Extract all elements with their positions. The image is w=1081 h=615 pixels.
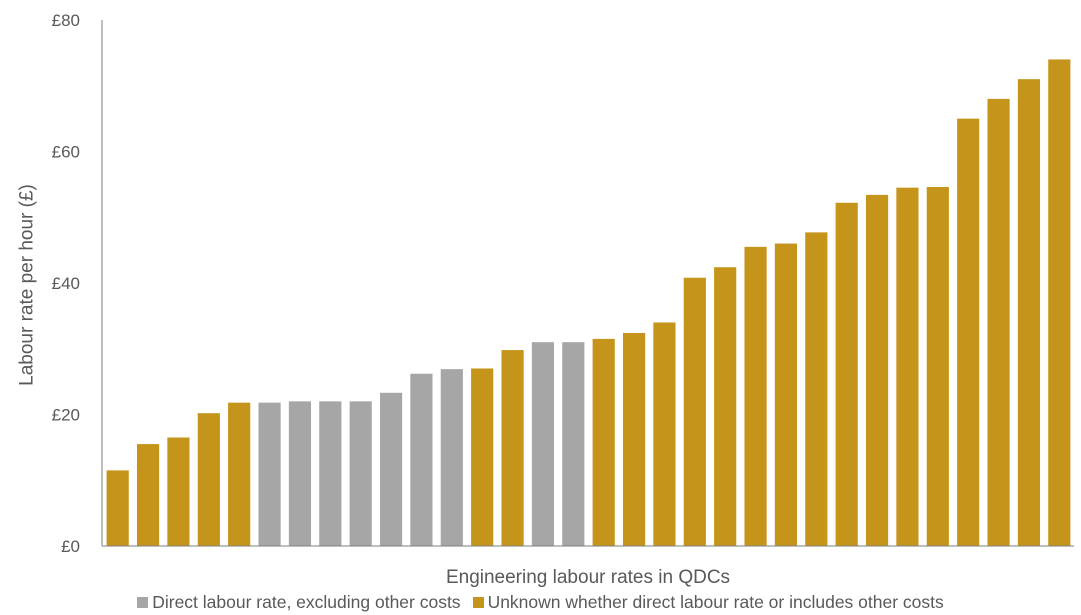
legend-item-unknown: Unknown whether direct labour rate or in…: [472, 592, 944, 613]
legend-label-direct: Direct labour rate, excluding other cost…: [152, 592, 461, 612]
bar: [288, 401, 312, 546]
y-tick-label: £40: [52, 274, 80, 293]
bar: [622, 332, 646, 546]
bar: [987, 98, 1010, 547]
bar: [379, 392, 403, 546]
bar: [410, 373, 433, 546]
bar: [957, 118, 980, 547]
bar: [714, 267, 737, 546]
bar: [562, 342, 585, 546]
y-tick-label: £0: [61, 537, 80, 556]
bar: [136, 444, 160, 546]
bar: [835, 202, 858, 546]
y-axis-title: Labour rate per hour (£): [17, 184, 38, 386]
bar: [774, 243, 798, 547]
legend-swatch-unknown: [472, 597, 484, 608]
y-tick-label: £60: [52, 143, 80, 162]
bar: [896, 187, 919, 546]
bar: [1017, 79, 1041, 547]
y-axis-ticks: £0 £20 £40 £60 £80: [52, 11, 80, 556]
bar: [653, 322, 676, 546]
bar: [319, 401, 342, 546]
bar: [805, 232, 828, 546]
bars: [106, 59, 1071, 547]
bar: [683, 277, 706, 546]
y-tick-label: £20: [52, 406, 80, 425]
bar: [258, 402, 281, 546]
bar: [228, 402, 251, 546]
x-axis-title: Engineering labour rates in QDCs: [446, 567, 730, 588]
bar: [349, 401, 372, 546]
bar: [926, 187, 949, 546]
y-tick-label: £80: [52, 11, 80, 30]
bar-chart: £0£20£40£60£80 Labour rate per hour (£) …: [17, 11, 1074, 588]
bar: [531, 342, 555, 546]
legend-label-unknown: Unknown whether direct labour rate or in…: [487, 592, 944, 612]
bar: [197, 413, 220, 546]
bar: [501, 350, 524, 546]
bar: [592, 338, 615, 546]
legend-swatch-direct: [137, 597, 149, 608]
bar: [440, 369, 463, 546]
bar: [1048, 59, 1071, 546]
bar: [106, 470, 129, 546]
bar: [744, 246, 767, 546]
legend: Direct labour rate, excluding other cost…: [0, 592, 1081, 613]
bar: [167, 437, 190, 546]
bar: [471, 368, 494, 546]
legend-item-direct: Direct labour rate, excluding other cost…: [137, 592, 461, 613]
bar: [865, 194, 889, 546]
